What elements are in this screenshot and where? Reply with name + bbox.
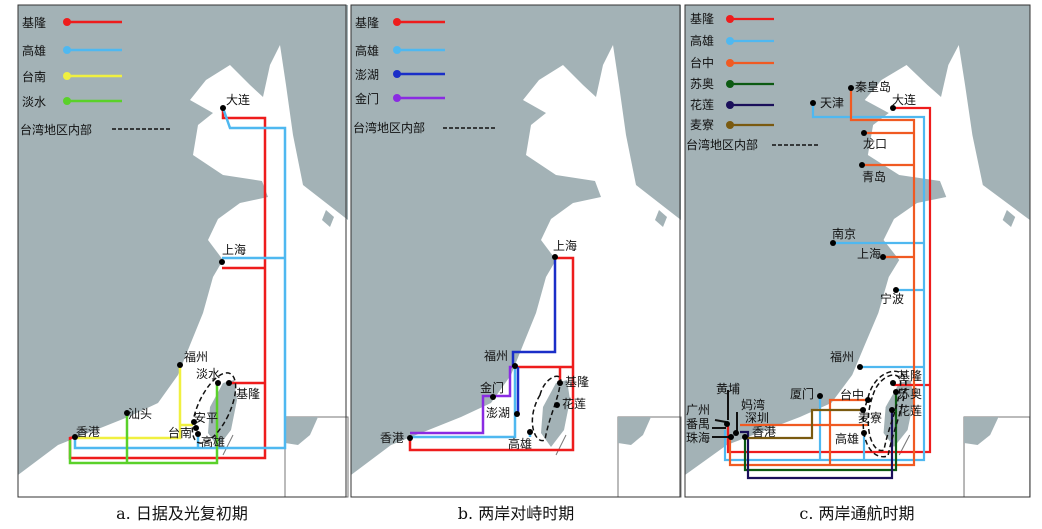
city-label: 福州 xyxy=(184,349,208,364)
legend-label: 高雄 xyxy=(22,43,46,58)
city-label: 大连 xyxy=(892,92,916,107)
legend-label: 台南 xyxy=(22,69,46,84)
city-label: 秦皇岛 xyxy=(855,79,891,94)
route-suao xyxy=(743,391,898,472)
city-label: 香港 xyxy=(76,425,100,439)
route-mailiao xyxy=(745,408,863,440)
city-label: 福州 xyxy=(830,349,854,364)
city-label: 基隆 xyxy=(565,374,589,389)
legend-label: 苏奥 xyxy=(690,77,714,91)
city-label: 花莲 xyxy=(562,396,586,411)
route-tamsui xyxy=(68,383,219,465)
city-label: 厦门 xyxy=(790,386,814,401)
city-label: 上海 xyxy=(857,246,881,261)
panel-caption: c. 两岸通航时期 xyxy=(799,504,914,523)
city-label: 淡水 xyxy=(196,367,220,381)
route-keelung xyxy=(408,256,575,452)
city-label: 上海 xyxy=(553,238,577,253)
legend-a: 基隆 高雄 台南 淡水 台湾地区内部 xyxy=(20,15,170,137)
legend-label: 花莲 xyxy=(690,97,714,112)
city-label: 麦寮 xyxy=(858,410,882,425)
route-keelung xyxy=(726,106,932,454)
taiwan-internal-boundary xyxy=(862,370,907,458)
route-kinmen xyxy=(410,365,512,435)
legend-c: 基隆 高雄 台中 苏奥 花莲 麦寮 台湾地区内部 xyxy=(686,11,818,152)
legend-label: 麦寮 xyxy=(690,117,714,132)
panel-caption: b. 两岸对峙时期 xyxy=(458,504,574,523)
city-label: 高雄 xyxy=(835,431,859,446)
legend-label: 台湾地区内部 xyxy=(686,137,758,152)
legend-label: 高雄 xyxy=(355,43,379,58)
legend-label: 高雄 xyxy=(690,33,714,48)
city-label: 金门 xyxy=(480,380,504,395)
routes-a xyxy=(68,107,287,465)
city-label: 珠海 xyxy=(686,430,710,445)
legend-label: 台湾地区内部 xyxy=(353,120,425,135)
route-kaohsiung xyxy=(723,103,926,462)
city-label: 上海 xyxy=(222,242,246,257)
cities-c: 秦皇岛 天津 大连 龙口 青岛 南京 上海 宁波 福州 厦门 台中 基隆 苏奥 … xyxy=(686,79,922,446)
panel-c: 秦皇岛 天津 大连 龙口 青岛 南京 上海 宁波 福州 厦门 台中 基隆 苏奥 … xyxy=(684,4,1031,523)
city-label: 广州 xyxy=(686,403,710,417)
city-label: 安平 xyxy=(194,410,218,425)
city-label: 黄埔 xyxy=(716,382,740,396)
city-label: 香港 xyxy=(752,425,776,439)
legend-b: 基隆 高雄 澎湖 金门 台湾地区内部 xyxy=(353,15,497,135)
city-label: 台中 xyxy=(840,387,864,402)
city-label: 宁波 xyxy=(880,291,904,306)
route-kaohsiung xyxy=(410,367,517,439)
legend-label: 基隆 xyxy=(22,15,46,30)
route-taichung xyxy=(828,398,868,465)
city-label: 龙口 xyxy=(863,137,887,151)
city-label: 大连 xyxy=(226,92,250,107)
cities-b: 上海 福州 金门 澎湖 基隆 花莲 高雄 香港 xyxy=(380,238,589,451)
city-label: 汕头 xyxy=(128,407,152,421)
route-penghu xyxy=(511,260,557,367)
taiwan-internal-boundary xyxy=(867,374,902,452)
routes-b xyxy=(408,256,575,452)
taiwan-internal-boundary xyxy=(531,375,562,442)
city-label: 福州 xyxy=(484,348,508,363)
city-label: 基隆 xyxy=(236,386,260,401)
panel-b: 上海 福州 金门 澎湖 基隆 花莲 高雄 香港 基隆 高雄 澎湖 金门 台湾地区… xyxy=(350,4,682,523)
city-label: 高雄 xyxy=(201,434,225,449)
route-tainan xyxy=(75,365,182,440)
city-label: 番禺 xyxy=(686,417,710,431)
city-label: 香港 xyxy=(380,431,404,445)
city-label: 天津 xyxy=(820,96,844,110)
route-hualien xyxy=(740,410,894,480)
city-label: 苏奥 xyxy=(898,387,922,401)
legend-label: 台中 xyxy=(690,55,714,70)
legend-label: 金门 xyxy=(355,91,379,106)
cities-a: 大连 上海 福州 淡水 基隆 汕头 安平 台南 高雄 香港 xyxy=(72,92,260,449)
legend-label: 澎湖 xyxy=(355,67,379,82)
legend-label: 基隆 xyxy=(355,15,379,30)
legend-label: 基隆 xyxy=(690,11,714,26)
route-kaohsiung xyxy=(73,107,287,450)
city-label: 南京 xyxy=(832,226,856,241)
city-label: 高雄 xyxy=(508,436,532,451)
panel-a: 大连 上海 福州 淡水 基隆 汕头 安平 台南 高雄 香港 基隆 高雄 台南 淡… xyxy=(17,4,349,523)
city-label: 澎湖 xyxy=(486,405,510,420)
taiwan-internal-boundary xyxy=(191,372,237,444)
city-label: 基隆 xyxy=(898,368,922,383)
panel-caption: a. 日据及光复初期 xyxy=(116,504,248,523)
legend-label: 淡水 xyxy=(22,95,46,109)
routes-c xyxy=(712,88,932,480)
route-taichung xyxy=(728,88,916,467)
legend-label: 台湾地区内部 xyxy=(20,122,92,137)
city-label: 深圳 xyxy=(745,411,769,425)
city-label: 妈湾 xyxy=(741,397,765,412)
city-label: 青岛 xyxy=(862,169,886,184)
city-label: 台南 xyxy=(168,425,192,440)
route-keelung xyxy=(68,110,267,460)
city-label: 花莲 xyxy=(898,403,922,418)
